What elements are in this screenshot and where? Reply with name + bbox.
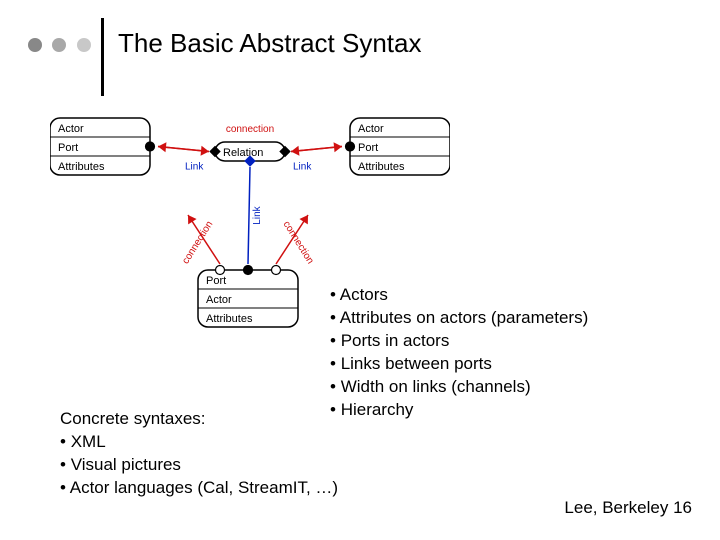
list-item: • Links between ports	[330, 353, 588, 376]
svg-text:Relation: Relation	[223, 147, 263, 159]
svg-text:Attributes: Attributes	[206, 313, 253, 325]
list-item: • Ports in actors	[330, 330, 588, 353]
svg-text:connection: connection	[281, 219, 316, 266]
svg-text:connection: connection	[180, 219, 215, 266]
list-item: • Visual pictures	[60, 454, 338, 477]
svg-text:Link: Link	[252, 205, 263, 224]
list-heading: Concrete syntaxes:	[60, 408, 338, 431]
svg-text:Actor: Actor	[206, 294, 232, 306]
svg-text:Attributes: Attributes	[58, 161, 105, 173]
dot-2	[52, 38, 66, 52]
list-item: • Attributes on actors (parameters)	[330, 307, 588, 330]
svg-text:Actor: Actor	[358, 123, 384, 135]
svg-text:Attributes: Attributes	[358, 161, 405, 173]
dot-1	[28, 38, 42, 52]
slide-footer: Lee, Berkeley 16	[564, 498, 692, 518]
svg-text:Actor: Actor	[58, 123, 84, 135]
dot-3	[77, 38, 91, 52]
feature-list: • Actors • Attributes on actors (paramet…	[330, 284, 588, 422]
svg-text:Link: Link	[293, 162, 312, 173]
svg-text:Link: Link	[185, 162, 204, 173]
concrete-syntaxes-list: Concrete syntaxes: • XML • Visual pictur…	[60, 408, 338, 500]
list-item: • Actor languages (Cal, StreamIT, …)	[60, 477, 338, 500]
list-item: • XML	[60, 431, 338, 454]
list-item: • Actors	[330, 284, 588, 307]
slide-dots	[28, 38, 97, 57]
title-divider	[101, 18, 104, 96]
svg-text:connection: connection	[226, 124, 274, 135]
list-item: • Width on links (channels)	[330, 376, 588, 399]
slide-title: The Basic Abstract Syntax	[118, 28, 421, 59]
svg-text:Port: Port	[58, 142, 78, 154]
svg-text:Port: Port	[206, 275, 226, 287]
list-item: • Hierarchy	[330, 399, 588, 422]
svg-text:Port: Port	[358, 142, 378, 154]
